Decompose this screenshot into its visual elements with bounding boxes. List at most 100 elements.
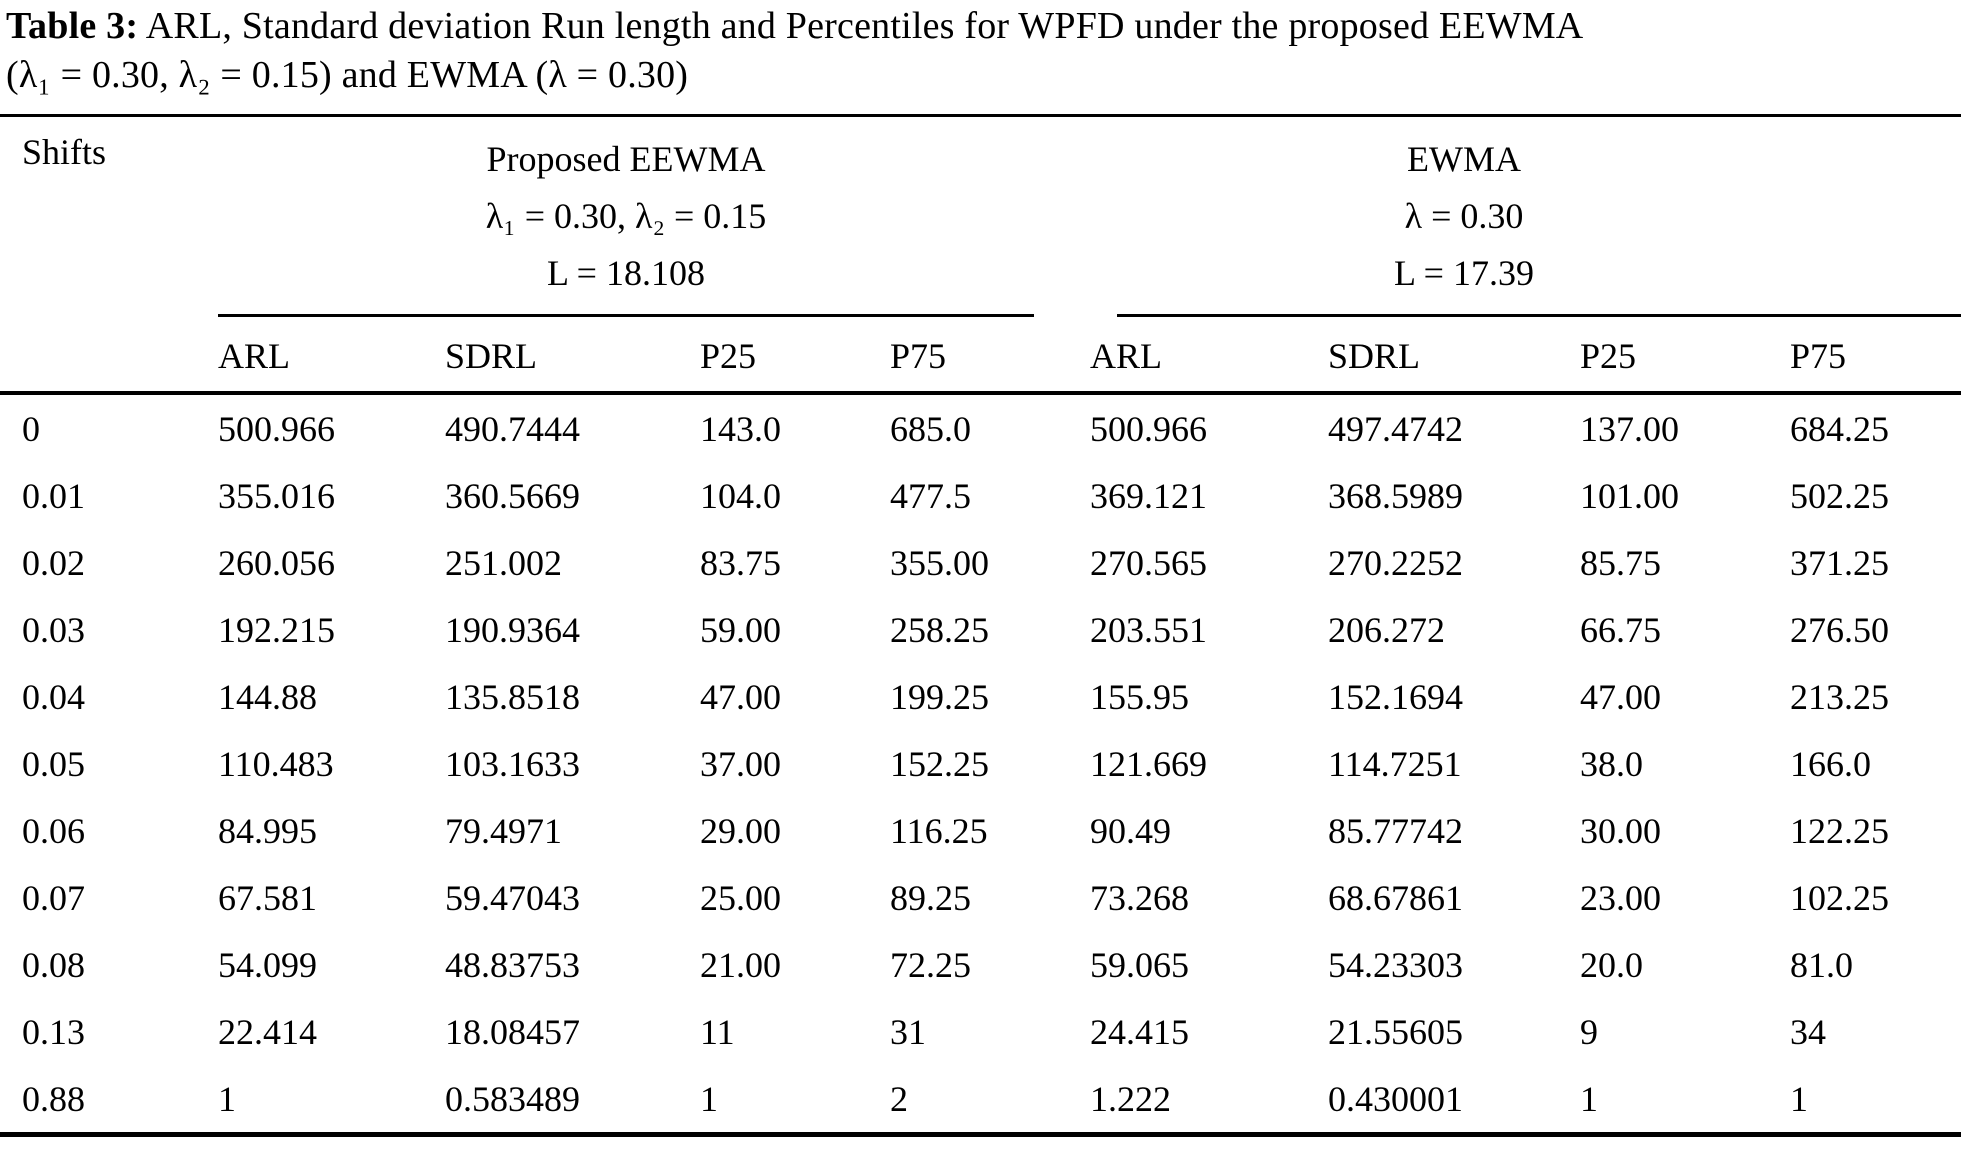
table-cell: 104.0	[700, 475, 781, 516]
table-cell: 23.00	[1580, 877, 1661, 918]
table-cell: 38.0	[1580, 743, 1643, 784]
group-ewma-params: λ = 0.30	[1404, 196, 1524, 236]
shift-value: 0.01	[22, 475, 85, 516]
shift-value: 0.08	[22, 944, 85, 985]
table-cell: 73.268	[1090, 877, 1189, 918]
table-cell: 20.0	[1580, 944, 1643, 985]
shift-value: 0	[22, 408, 40, 449]
table-cell: 66.75	[1580, 609, 1661, 650]
col-header-arl-eewma: ARL	[218, 317, 445, 395]
table-row: 0.02 260.056 251.002 83.75 355.00 270.56…	[0, 529, 1961, 596]
col-header-p25-ewma: P25	[1580, 317, 1790, 395]
table-cell: 152.25	[890, 743, 989, 784]
caption-text: ARL, Standard deviation Run length and P…	[145, 5, 1584, 47]
table-row: 0.01 355.016 360.5669 104.0 477.5 369.12…	[0, 462, 1961, 529]
table-cell: 1	[1580, 1065, 1790, 1137]
group-header-eewma: Proposed EEWMA λ₁ = 0.30, λ₂ = 0.15 L = …	[218, 116, 1090, 317]
table-cell: 114.7251	[1328, 743, 1462, 784]
group-ewma-block: EWMA λ = 0.30 L = 17.39	[1117, 131, 1961, 317]
shift-value: 0.05	[22, 743, 85, 784]
shift-value: 0.07	[22, 877, 85, 918]
group-eewma-params: λ₁ = 0.30, λ₂ = 0.15	[485, 196, 767, 236]
table-cell: 1.222	[1090, 1065, 1328, 1137]
group-header-ewma: EWMA λ = 0.30 L = 17.39	[1090, 116, 1961, 317]
table-cell: 48.83753	[445, 944, 580, 985]
table-cell: 24.415	[1090, 1011, 1189, 1052]
table-cell: 72.25	[890, 944, 971, 985]
table-cell: 206.272	[1328, 609, 1445, 650]
table-cell: 260.056	[218, 542, 335, 583]
table-cell: 685.0	[890, 408, 971, 449]
table-cell: 270.2252	[1328, 542, 1463, 583]
table-cell: 30.00	[1580, 810, 1661, 851]
table-row: 0.06 84.995 79.4971 29.00 116.25 90.49 8…	[0, 797, 1961, 864]
table-cell: 59.00	[700, 609, 781, 650]
table-cell: 258.25	[890, 609, 989, 650]
caption-label: Table 3:	[6, 5, 139, 47]
caption-line2: (λ₁ = 0.30, λ₂ = 0.15) and EWMA (λ = 0.3…	[6, 54, 689, 96]
table-cell: 166.0	[1790, 743, 1871, 784]
table-cell: 103.1633	[445, 743, 580, 784]
table-cell: 1	[1790, 1065, 1961, 1137]
table-cell: 276.50	[1790, 609, 1889, 650]
table-cell: 1	[700, 1065, 890, 1137]
group-header-row: Shifts Proposed EEWMA λ₁ = 0.30, λ₂ = 0.…	[0, 115, 1961, 395]
table-cell: 500.966	[1090, 408, 1207, 449]
table-cell: 0.583489	[445, 1065, 700, 1137]
shift-value: 0.04	[22, 676, 85, 717]
table-cell: 67.581	[218, 877, 317, 918]
table-cell: 54.099	[218, 944, 317, 985]
table-row: 0.08 54.099 48.83753 21.00 72.25 59.065 …	[0, 931, 1961, 998]
table-cell: 190.9364	[445, 609, 580, 650]
table-cell: 203.551	[1090, 609, 1207, 650]
shift-value: 0.88	[0, 1065, 218, 1137]
table-cell: 500.966	[218, 408, 335, 449]
table-cell: 83.75	[700, 542, 781, 583]
table-cell: 90.49	[1090, 810, 1171, 851]
table-cell: 37.00	[700, 743, 781, 784]
table-row: 0 500.966 490.7444 143.0 685.0 500.966 4…	[0, 393, 1961, 462]
shifts-header: Shifts	[0, 115, 218, 395]
shift-value: 0.02	[22, 542, 85, 583]
table-cell: 85.75	[1580, 542, 1661, 583]
table-cell: 0.430001	[1328, 1065, 1580, 1137]
table-cell: 18.08457	[445, 1011, 580, 1052]
table-cell: 497.4742	[1328, 408, 1463, 449]
shift-value: 0.03	[22, 609, 85, 650]
table-cell: 59.065	[1090, 944, 1189, 985]
table-cell: 369.121	[1090, 475, 1207, 516]
table-cell: 192.215	[218, 609, 335, 650]
table-cell: 360.5669	[445, 475, 580, 516]
table-cell: 684.25	[1790, 408, 1889, 449]
table-row: 0.88 1 0.583489 1 2 1.222 0.430001 1 1	[0, 1065, 1961, 1137]
table-cell: 11	[700, 1011, 735, 1052]
table-cell: 135.8518	[445, 676, 580, 717]
table-cell: 81.0	[1790, 944, 1853, 985]
table-cell: 143.0	[700, 408, 781, 449]
caption-line1: Table 3: ARL, Standard deviation Run len…	[6, 2, 1955, 51]
group-eewma-limit: L = 18.108	[547, 253, 705, 293]
table-cell: 21.00	[700, 944, 781, 985]
table-cell: 9	[1580, 1011, 1598, 1052]
table-cell: 122.25	[1790, 810, 1889, 851]
col-header-p25-eewma: P25	[700, 317, 890, 395]
table-cell: 368.5989	[1328, 475, 1463, 516]
table-cell: 84.995	[218, 810, 317, 851]
shift-value: 0.06	[22, 810, 85, 851]
table-cell: 477.5	[890, 475, 971, 516]
table-cell: 371.25	[1790, 542, 1889, 583]
table-cell: 54.23303	[1328, 944, 1463, 985]
table-row: 0.05 110.483 103.1633 37.00 152.25 121.6…	[0, 730, 1961, 797]
table-cell: 502.25	[1790, 475, 1889, 516]
table-cell: 47.00	[700, 676, 781, 717]
col-header-sdrl-eewma: SDRL	[445, 317, 700, 395]
group-ewma-limit: L = 17.39	[1394, 253, 1534, 293]
table-cell: 152.1694	[1328, 676, 1463, 717]
group-ewma-name: EWMA	[1407, 139, 1521, 179]
col-header-p75-ewma: P75	[1790, 317, 1961, 395]
table-cell: 34	[1790, 1011, 1826, 1052]
column-header-row: ARL SDRL P25 P75 ARL SDRL P25 P75	[0, 317, 1961, 395]
col-header-sdrl-ewma: SDRL	[1328, 317, 1580, 395]
table-cell: 137.00	[1580, 408, 1679, 449]
